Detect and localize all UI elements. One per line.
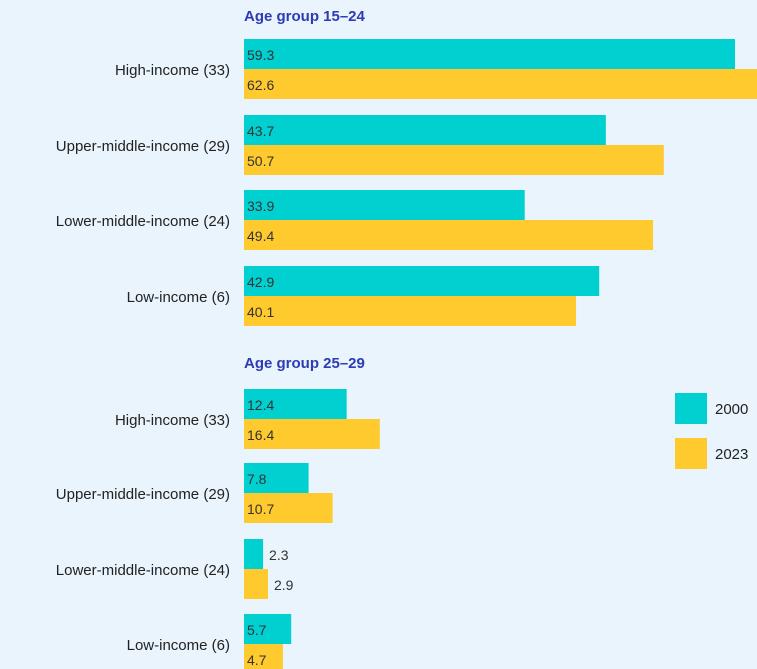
bar-2023 [244, 419, 380, 449]
bar-2000 [244, 39, 736, 69]
bar-2023 [244, 569, 269, 599]
bar-2023 [244, 220, 654, 250]
bar-2000 [244, 614, 292, 644]
bar-2000 [244, 463, 309, 493]
bar-2023 [244, 644, 283, 669]
category-label: Lower-middle-income (24) [56, 562, 230, 579]
data-label: 2.3 [269, 547, 289, 563]
bar-2023 [244, 145, 664, 175]
panel-title: Age group 15–24 [244, 8, 366, 25]
data-label: 62.6 [247, 77, 274, 93]
data-label: 50.7 [247, 153, 274, 169]
bar-2023 [244, 296, 577, 326]
category-label: High-income (33) [115, 62, 230, 79]
data-label: 2.9 [274, 577, 294, 593]
category-label: Lower-middle-income (24) [56, 213, 230, 230]
category-label: Upper-middle-income (29) [56, 486, 230, 503]
data-label: 16.4 [247, 427, 274, 443]
category-label: Low-income (6) [127, 637, 230, 654]
legend-label: 2023 [715, 446, 748, 463]
category-label: High-income (33) [115, 412, 230, 429]
legend-swatch-2023 [675, 438, 707, 469]
data-label: 49.4 [247, 228, 274, 244]
category-label: Upper-middle-income (29) [56, 138, 230, 155]
data-label: 59.3 [247, 47, 274, 63]
data-label: 40.1 [247, 304, 274, 320]
data-label: 42.9 [247, 274, 274, 290]
data-label: 5.7 [247, 622, 267, 638]
panel-title: Age group 25–29 [244, 355, 365, 372]
data-label: 10.7 [247, 501, 274, 517]
bar-2000 [244, 266, 600, 296]
data-label: 7.8 [247, 471, 267, 487]
legend-swatch-2000 [675, 393, 707, 424]
bar-2023 [244, 69, 757, 99]
data-label: 12.4 [247, 397, 274, 413]
data-label: 33.9 [247, 198, 274, 214]
bar-2000 [244, 190, 525, 220]
bar-2000 [244, 389, 347, 419]
bar-2000 [244, 115, 606, 145]
bar-2000 [244, 539, 264, 569]
data-label: 43.7 [247, 123, 274, 139]
data-label: 4.7 [247, 652, 267, 668]
category-label: Low-income (6) [127, 289, 230, 306]
bar-2023 [244, 493, 333, 523]
legend-label: 2000 [715, 401, 748, 418]
